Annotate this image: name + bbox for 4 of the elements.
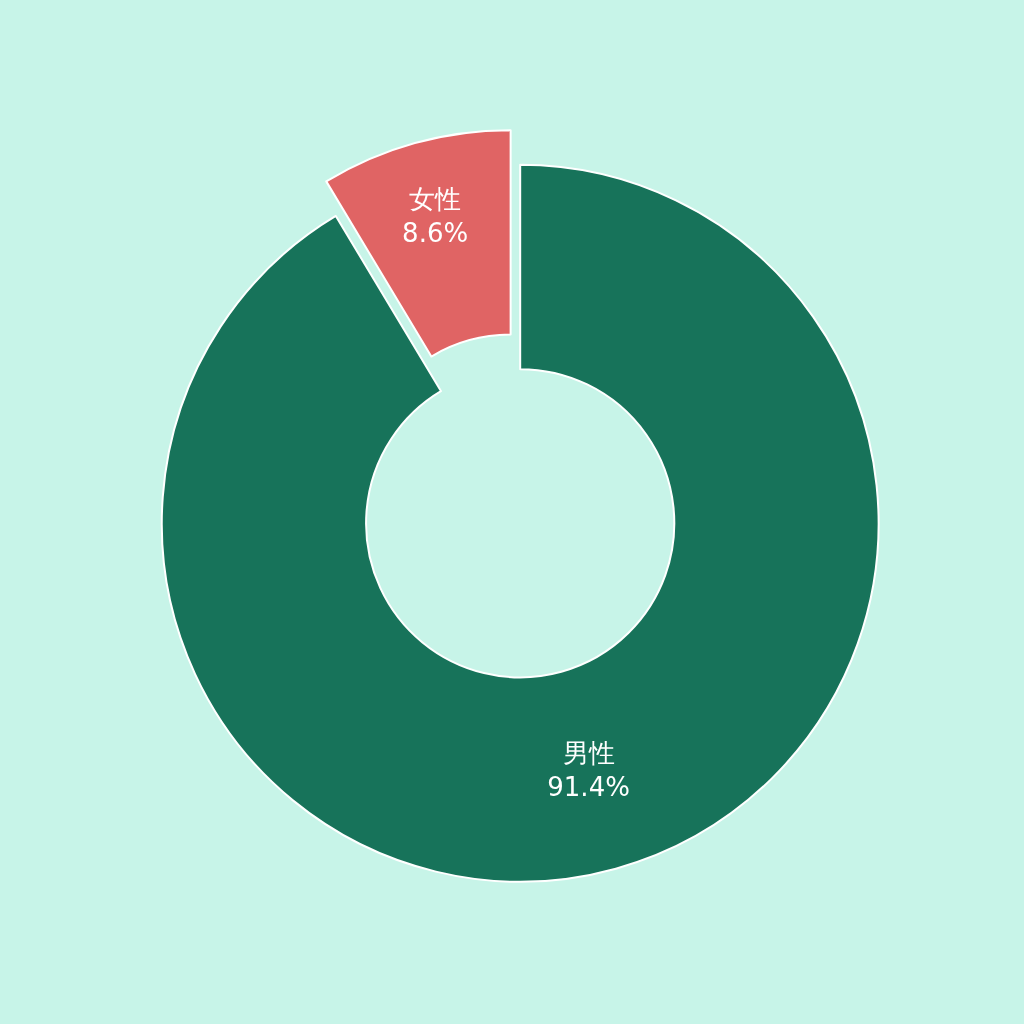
data-label: 91.4% bbox=[547, 772, 630, 803]
slice-label: 女性 bbox=[409, 184, 462, 215]
data-label: 8.6% bbox=[402, 217, 469, 248]
slice-label: 男性 bbox=[562, 738, 615, 769]
